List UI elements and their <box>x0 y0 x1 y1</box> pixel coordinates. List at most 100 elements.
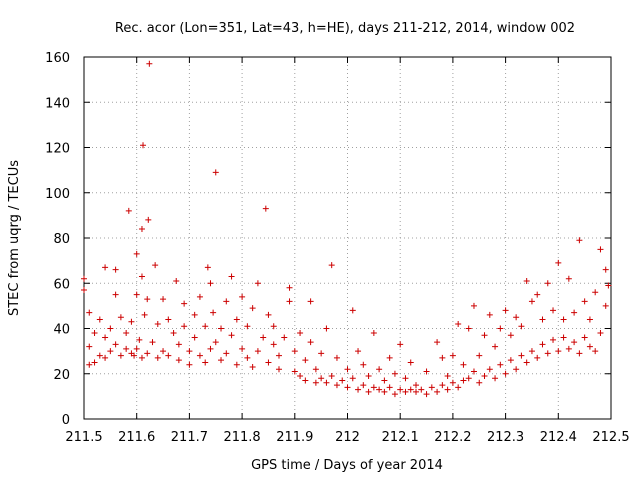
data-point <box>181 300 188 307</box>
data-point <box>154 354 161 361</box>
data-point <box>318 350 325 357</box>
data-point <box>539 341 546 348</box>
data-point <box>112 341 119 348</box>
data-point <box>136 336 143 343</box>
data-point <box>360 382 367 389</box>
axis-ticks: 211.5 211.6 211.7 211.8 211.9 212 212.1 212.2 21… <box>45 51 629 445</box>
data-point <box>544 280 551 287</box>
data-point <box>262 205 269 212</box>
data-point <box>370 330 377 337</box>
data-point <box>81 287 87 294</box>
data-point <box>476 379 483 386</box>
data-point <box>286 284 293 291</box>
data-point <box>160 296 167 303</box>
data-point <box>233 316 240 323</box>
data-point <box>492 343 499 350</box>
data-point <box>391 370 398 377</box>
data-point <box>196 352 203 359</box>
data-point <box>223 350 230 357</box>
data-point <box>223 298 230 305</box>
data-point <box>218 357 225 364</box>
data-point <box>402 375 409 382</box>
data-point <box>191 334 198 341</box>
data-point <box>428 384 435 391</box>
data-point <box>123 345 130 352</box>
data-point <box>539 316 546 323</box>
data-point <box>186 361 193 368</box>
data-point <box>402 388 409 395</box>
data-point <box>360 361 367 368</box>
data-point <box>291 368 298 375</box>
grid-lines <box>84 57 611 419</box>
data-point <box>102 354 109 361</box>
data-point <box>210 309 217 316</box>
y-tick-label: 40 <box>53 323 70 338</box>
data-point <box>550 336 557 343</box>
data-point <box>597 246 604 253</box>
x-tick-label: 211.7 <box>171 430 208 445</box>
data-point <box>173 277 180 284</box>
data-point <box>323 325 330 332</box>
data-point <box>571 309 578 316</box>
data-point <box>96 352 103 359</box>
data-point <box>502 370 509 377</box>
data-point <box>154 320 161 327</box>
data-point <box>270 341 277 348</box>
y-tick-label: 20 <box>53 368 70 383</box>
data-point <box>507 357 514 364</box>
data-point <box>518 352 525 359</box>
data-point <box>239 345 246 352</box>
data-point <box>312 379 319 386</box>
data-point <box>376 386 383 393</box>
data-point <box>586 316 593 323</box>
data-point <box>265 359 272 366</box>
data-point <box>344 384 351 391</box>
y-tick-label: 0 <box>62 413 70 428</box>
data-point <box>260 334 267 341</box>
data-point <box>323 379 330 386</box>
data-point <box>196 293 203 300</box>
data-point <box>576 350 583 357</box>
data-point <box>376 366 383 373</box>
data-point <box>149 339 156 346</box>
data-point <box>141 311 148 318</box>
data-point <box>349 307 356 314</box>
data-point <box>518 323 525 330</box>
data-point <box>349 375 356 382</box>
y-tick-label: 160 <box>45 51 70 66</box>
data-point <box>207 280 214 287</box>
data-point <box>107 325 114 332</box>
data-point <box>275 352 282 359</box>
data-point <box>270 323 277 330</box>
data-point <box>112 266 119 273</box>
data-point <box>581 334 588 341</box>
y-tick-label: 120 <box>45 142 70 157</box>
data-point <box>107 348 114 355</box>
data-point <box>486 311 493 318</box>
data-point <box>386 384 393 391</box>
data-point <box>455 384 462 391</box>
data-point <box>413 388 420 395</box>
data-point <box>254 348 261 355</box>
x-tick-label: 212.3 <box>487 430 524 445</box>
data-point <box>528 298 535 305</box>
x-tick-label: 212 <box>335 430 360 445</box>
data-point <box>91 330 98 337</box>
x-tick-label: 211.9 <box>276 430 313 445</box>
data-point <box>318 375 325 382</box>
data-point <box>449 352 456 359</box>
data-point <box>328 373 335 380</box>
data-point <box>565 275 572 282</box>
data-point <box>307 339 314 346</box>
x-tick-label: 211.5 <box>65 430 102 445</box>
data-point <box>476 352 483 359</box>
data-point <box>302 357 309 364</box>
data-point <box>381 377 388 384</box>
data-point <box>439 354 446 361</box>
data-point <box>586 343 593 350</box>
data-point <box>581 298 588 305</box>
y-axis-label: STEC from uqrg / TECUs <box>7 160 22 316</box>
data-point <box>140 142 147 149</box>
data-point <box>181 323 188 330</box>
data-point <box>86 343 93 350</box>
